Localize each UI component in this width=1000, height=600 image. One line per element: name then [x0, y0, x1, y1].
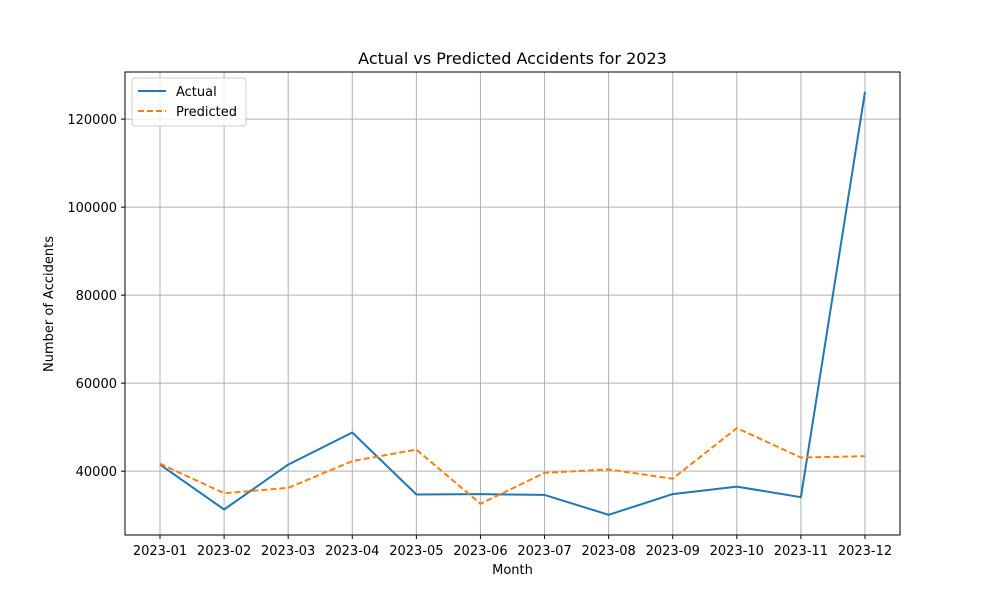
- x-tick-label: 2023-03: [261, 544, 315, 559]
- x-axis-label: Month: [492, 563, 533, 578]
- series-line-actual: [159, 91, 866, 516]
- y-tick-label: 100000: [67, 201, 117, 216]
- x-tick-label: 2023-12: [838, 544, 892, 559]
- y-tick-label: 80000: [76, 289, 117, 304]
- y-axis: 40000 60000 80000 100000 120000: [67, 113, 125, 480]
- legend-label-actual: Actual: [176, 85, 217, 100]
- x-tick-label: 2023-11: [774, 544, 828, 559]
- series-line-predicted: [159, 427, 866, 505]
- x-tick-label: 2023-05: [389, 544, 443, 559]
- x-tick-label: 2023-04: [325, 544, 379, 559]
- series-group: [159, 91, 866, 516]
- plot-frame: [124, 71, 901, 536]
- x-axis: 2023-01 2023-02 2023-03 2023-04 2023-05 2023-…: [133, 535, 892, 559]
- legend: Actual Predicted: [131, 77, 247, 127]
- x-tick-label: 2023-09: [646, 544, 700, 559]
- x-tick-label: 2023-06: [453, 544, 507, 559]
- y-tick-label: 40000: [76, 465, 117, 480]
- legend-label-predicted: Predicted: [176, 105, 237, 120]
- y-axis-label: Number of Accidents: [42, 236, 57, 372]
- y-tick-label: 120000: [67, 113, 117, 128]
- x-tick-label: 2023-08: [581, 544, 635, 559]
- x-tick-label: 2023-02: [197, 544, 251, 559]
- chart-title: Actual vs Predicted Accidents for 2023: [358, 49, 667, 68]
- x-tick-label: 2023-07: [517, 544, 571, 559]
- x-tick-label: 2023-01: [133, 544, 187, 559]
- x-tick-label: 2023-10: [710, 544, 764, 559]
- y-tick-label: 60000: [76, 377, 117, 392]
